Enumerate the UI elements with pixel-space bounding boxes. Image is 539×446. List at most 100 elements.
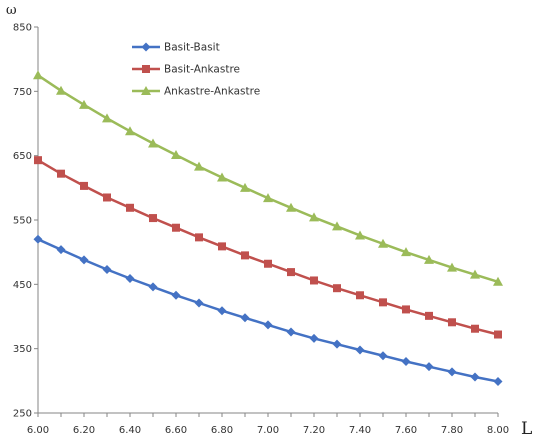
chart-axes [34,26,499,417]
data-point [34,156,42,165]
data-point [218,242,226,251]
data-point [194,161,204,171]
data-point [241,251,249,260]
data-point [125,126,135,136]
data-point [402,305,410,314]
y-tick-label: 250 [13,409,32,420]
data-point [141,42,151,52]
data-point [494,330,502,339]
data-point [310,276,318,285]
data-point [447,367,457,377]
data-point [424,254,434,264]
data-point [355,345,365,355]
data-point [493,276,503,286]
data-point [33,70,43,80]
data-point [379,298,387,307]
data-point [287,268,295,277]
legend-label: Basit-Ankastre [164,64,240,76]
x-tick-label: 6.60 [165,425,187,436]
x-tick-label: 6.80 [211,425,233,436]
data-point [79,99,89,109]
data-point [240,182,250,192]
legend-entry: Basit-Basit [132,42,220,54]
legend-label: Basit-Basit [164,42,220,54]
data-point [470,372,480,382]
data-point [195,233,203,242]
x-tick-label: 6.40 [119,425,141,436]
data-point [149,214,157,223]
data-point [56,245,66,255]
x-tick-label: 7.20 [303,425,325,436]
y-tick-label: 550 [13,216,32,227]
data-point [333,284,341,293]
data-point [148,282,158,292]
data-point [401,247,411,257]
legend-label: Ankastre-Ankastre [164,86,260,98]
data-point [148,138,158,148]
data-point [264,259,272,268]
data-point [378,351,388,361]
data-point [102,113,112,123]
data-point [240,313,250,323]
data-point [217,306,227,316]
data-point [470,269,480,279]
data-point [102,265,112,275]
data-point [309,333,319,343]
data-point [332,221,342,231]
y-tick-label: 450 [13,280,32,291]
data-point [33,234,43,244]
data-point [103,193,111,202]
data-point [80,181,88,190]
series-line [37,74,499,283]
data-point [471,324,479,333]
data-point [56,85,66,95]
data-point [286,202,296,212]
x-axis-label: L [521,419,532,439]
legend-entry: Basit-Ankastre [132,64,240,76]
chart-legend: Basit-Basit Basit-Ankastre Ankastre-Ankast… [132,42,260,98]
chart-series [33,70,503,386]
data-point [424,362,434,372]
data-point [126,203,134,212]
data-point [194,298,204,308]
x-tick-label: 6.20 [73,425,95,436]
data-point [332,339,342,349]
data-point [447,262,457,272]
legend-entry: Ankastre-Ankastre [132,86,260,98]
data-point [125,274,135,284]
data-point [356,291,364,300]
series-basit-basit [33,234,503,386]
data-point [309,212,319,222]
data-point [355,230,365,240]
data-point [57,169,65,178]
series-basit-ankastre [34,156,502,339]
y-tick-label: 650 [13,151,32,162]
x-tick-label: 7.40 [349,425,371,436]
series-line [37,159,499,336]
data-point [378,238,388,248]
x-tick-label: 7.00 [257,425,279,436]
tick-labels: 250 350 450 550 650 750 850 6.00 6.20 6.40 6.60 6.8… [13,23,509,437]
x-tick-label: 7.60 [395,425,417,436]
data-point [142,65,150,73]
data-point [286,327,296,337]
y-tick-label: 750 [13,87,32,98]
data-point [263,193,273,203]
y-tick-label: 350 [13,344,32,355]
x-tick-label: 7.80 [441,425,463,436]
data-point [217,172,227,182]
y-axis-label: ω [6,3,17,18]
data-point [401,357,411,367]
x-tick-label: 6.00 [27,425,49,436]
y-tick-label: 850 [13,23,32,34]
data-point [171,290,181,300]
data-point [263,320,273,330]
data-point [171,150,181,160]
data-point [172,223,180,232]
data-point [79,255,89,265]
x-tick-label: 8.00 [487,425,509,436]
data-point [448,318,456,327]
series-ankastre-ankastre [33,70,503,286]
data-point [141,86,151,95]
